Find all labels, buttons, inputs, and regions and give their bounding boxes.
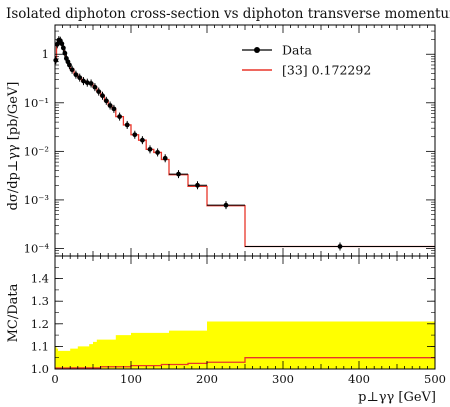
y-tick-label: 10⁻¹ (24, 96, 49, 110)
ratio-y-tick-label: 1.3 (31, 294, 49, 308)
data-point (111, 106, 117, 112)
y-tick-label: 10⁻⁴ (24, 241, 50, 255)
data-point (100, 93, 105, 99)
data-point (103, 98, 109, 104)
ratio-y-tick-label: 1.4 (31, 272, 49, 286)
ratio-plot: 0 100 200 300 400 500 1.0 1.1 1.2 1.3 1.4 (31, 25, 446, 386)
data-point (107, 103, 113, 108)
main-y-axis-label: dσ/dp⊥γγ [pb/GeV] (6, 82, 21, 211)
data-point (73, 72, 79, 78)
y-tick-label: 10⁻³ (24, 193, 50, 207)
data-point (77, 75, 83, 81)
data-point (132, 132, 138, 138)
data-point (124, 122, 130, 128)
y-tick-label: 1 (42, 47, 49, 61)
data-point (337, 244, 343, 249)
x-tick-label: 300 (272, 372, 294, 386)
data-point (195, 182, 200, 188)
data-point (67, 62, 72, 68)
data-point (96, 89, 102, 95)
mc-step-line (55, 40, 435, 248)
data-point (60, 45, 66, 51)
data-point (155, 150, 161, 155)
data-point (162, 155, 168, 161)
data-point (92, 84, 98, 90)
x-tick-label: 200 (196, 372, 218, 386)
legend-data-marker (254, 47, 260, 53)
chart-title: Isolated diphoton cross-section vs dipho… (6, 6, 450, 22)
data-point (81, 78, 86, 84)
main-plot: 1 10⁻¹ 10⁻² 10⁻³ 10⁻⁴ (24, 24, 436, 257)
legend-label: Data (282, 43, 312, 58)
ratio-mc-line (55, 357, 435, 369)
ratio-y-tick-label: 1.0 (31, 362, 49, 376)
data-point (84, 80, 90, 86)
ratio-y-axis-label: MC/Data (6, 283, 21, 342)
y-tick-label: 10⁻² (24, 144, 49, 158)
x-axis-label: p⊥γγ [GeV] (358, 390, 436, 405)
legend-label: [33] 0.172292 (282, 63, 371, 78)
x-tick-label: 500 (424, 372, 446, 386)
ratio-y-tick-label: 1.2 (31, 317, 49, 331)
data-point (69, 67, 75, 73)
legend: Data [33] 0.172292 (242, 43, 371, 78)
data-point (223, 202, 229, 208)
data-point (140, 137, 145, 143)
data-point (176, 171, 181, 177)
data-point (88, 81, 94, 86)
ratio-y-tick-label: 1.1 (31, 339, 49, 353)
data-point (117, 114, 122, 119)
x-tick-label: 0 (51, 372, 58, 386)
data-point (147, 146, 153, 152)
x-tick-label: 100 (120, 372, 142, 386)
x-tick-label: 400 (348, 372, 370, 386)
